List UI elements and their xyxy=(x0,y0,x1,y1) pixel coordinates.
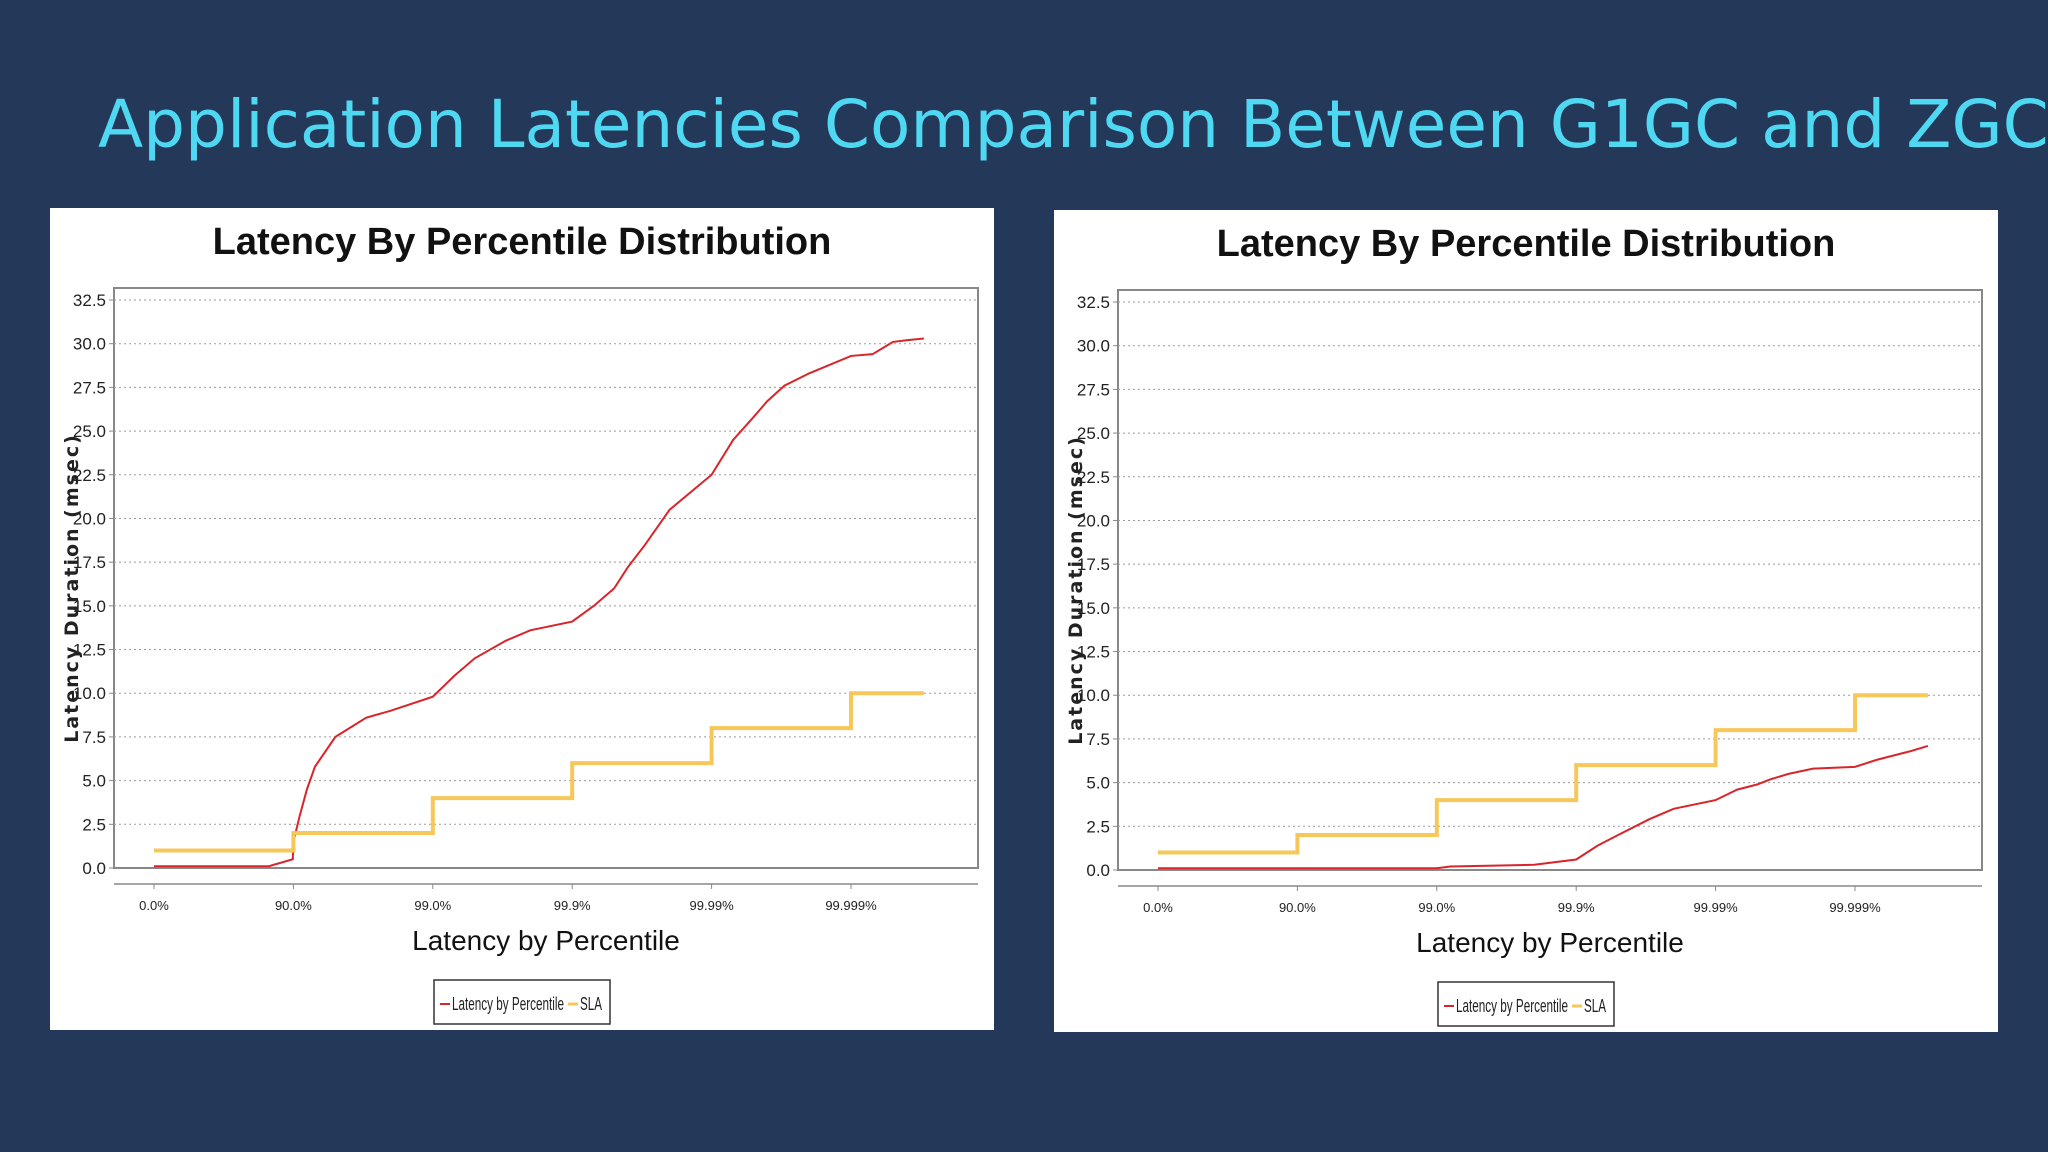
x-tick-label: 99.999% xyxy=(1829,900,1881,915)
y-tick-label: 5.0 xyxy=(1086,774,1110,793)
y-axis-label: Latency Duration (msec) xyxy=(1065,435,1087,745)
legend-label-sla: SLA xyxy=(580,994,602,1014)
x-axis-label: Latency by Percentile xyxy=(412,925,680,956)
x-tick-label: 0.0% xyxy=(1143,900,1173,915)
y-tick-label: 2.5 xyxy=(1086,817,1110,836)
y-tick-label: 10.0 xyxy=(1077,686,1110,705)
slide-title: Application Latencies Comparison Between… xyxy=(98,86,2048,163)
y-tick-label: 22.5 xyxy=(1077,468,1110,487)
chart-panel-zgc: Latency By Percentile Distribution 0.0 2.5… xyxy=(1054,210,1998,1032)
y-tick-label: 30.0 xyxy=(1077,337,1110,356)
legend-label-sla: SLA xyxy=(1584,996,1606,1016)
y-tick-label: 10.0 xyxy=(73,684,106,703)
chart-panel-g1gc: Latency By Percentile Distribution 0.0 2.5… xyxy=(50,208,994,1030)
sla-line xyxy=(154,691,924,853)
chart-legend: Latency by Percentile SLA xyxy=(1437,981,1615,1027)
y-tick-label: 32.5 xyxy=(73,291,106,310)
y-tick-label: 32.5 xyxy=(1077,293,1110,312)
y-tick-label: 12.5 xyxy=(1077,643,1110,662)
x-tick-label: 99.0% xyxy=(1418,900,1455,915)
y-tick-label: 5.0 xyxy=(82,772,106,791)
plot-area xyxy=(113,287,979,869)
legend-box xyxy=(1437,981,1615,1027)
chart-g1gc: Latency By Percentile Distribution 0.0 2.5… xyxy=(61,221,979,1025)
y-tick-label: 27.5 xyxy=(73,378,106,397)
x-tick-label: 99.99% xyxy=(1694,900,1739,915)
y-tick-label: 22.5 xyxy=(73,466,106,485)
y-tick-label: 25.0 xyxy=(73,422,106,441)
chart-zgc: Latency By Percentile Distribution 0.0 2.5… xyxy=(1065,223,1983,1027)
plot-area xyxy=(1117,289,1983,871)
y-tick-label: 2.5 xyxy=(82,815,106,834)
x-tick-label: 99.9% xyxy=(1558,900,1595,915)
legend-label-latency: Latency by Percentile xyxy=(452,994,564,1014)
latency-line xyxy=(154,337,924,868)
chart-title: Latency By Percentile Distribution xyxy=(1217,223,1836,265)
sla-line xyxy=(1158,693,1928,855)
x-tick-label: 99.99% xyxy=(690,898,735,913)
y-axis-label: Latency Duration (msec) xyxy=(61,433,83,743)
legend-label-latency: Latency by Percentile xyxy=(1456,996,1568,1016)
y-tick-label: 25.0 xyxy=(1077,424,1110,443)
legend-box xyxy=(433,979,611,1025)
y-tick-label: 20.0 xyxy=(73,509,106,528)
latency-line xyxy=(1158,744,1929,870)
y-tick-label: 27.5 xyxy=(1077,380,1110,399)
chart-legend: Latency by Percentile SLA xyxy=(433,979,611,1025)
x-tick-label: 0.0% xyxy=(139,898,169,913)
x-tick-label: 99.9% xyxy=(554,898,591,913)
y-tick-label: 0.0 xyxy=(1086,861,1110,880)
x-tick-label: 99.999% xyxy=(825,898,877,913)
x-axis-label: Latency by Percentile xyxy=(1416,927,1684,958)
y-tick-label: 30.0 xyxy=(73,335,106,354)
x-tick-label: 99.0% xyxy=(414,898,451,913)
y-tick-label: 7.5 xyxy=(1086,730,1110,749)
chart-title: Latency By Percentile Distribution xyxy=(213,221,832,263)
x-tick-label: 90.0% xyxy=(1279,900,1316,915)
x-tick-label: 90.0% xyxy=(275,898,312,913)
y-tick-label: 17.5 xyxy=(1077,555,1110,574)
y-tick-label: 12.5 xyxy=(73,641,106,660)
y-tick-label: 0.0 xyxy=(82,859,106,878)
y-tick-label: 20.0 xyxy=(1077,511,1110,530)
y-tick-label: 7.5 xyxy=(82,728,106,747)
y-tick-label: 15.0 xyxy=(1077,599,1110,618)
y-tick-label: 17.5 xyxy=(73,553,106,572)
y-tick-label: 15.0 xyxy=(73,597,106,616)
